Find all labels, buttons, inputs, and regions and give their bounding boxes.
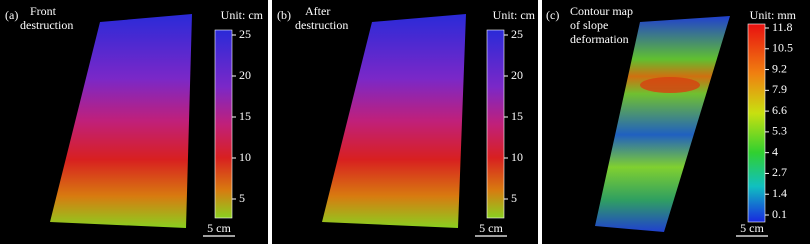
colorbar-tick-label: 5 xyxy=(239,191,245,205)
colorbar-tick-label: 7.9 xyxy=(772,82,787,96)
hotspot xyxy=(640,77,700,93)
scale-bar-label: 5 cm xyxy=(207,221,231,235)
colorbar xyxy=(747,23,766,223)
panel-label: (a) xyxy=(5,8,18,22)
colorbar xyxy=(214,29,233,219)
colorbar-tick-label: 15 xyxy=(511,109,523,123)
panel-title: destruction xyxy=(295,18,348,32)
panel-title: deformation xyxy=(570,32,629,46)
unit: Unit: cm xyxy=(221,8,264,22)
colorbar-tick-label: 4 xyxy=(772,144,778,158)
surface xyxy=(595,16,730,232)
panel-label: (b) xyxy=(277,8,291,22)
scale-bar-label: 5 cm xyxy=(740,221,764,235)
colorbar-tick-label: 1.4 xyxy=(772,186,787,200)
colorbar-tick-label: 25 xyxy=(239,27,251,41)
colorbar-tick-label: 5.3 xyxy=(772,124,787,138)
scale-bar-label: 5 cm xyxy=(479,221,503,235)
colorbar-tick-label: 10.5 xyxy=(772,41,793,55)
unit: Unit: mm xyxy=(750,8,797,22)
panel-title: destruction xyxy=(20,18,73,32)
panel-title: of slope xyxy=(570,18,608,32)
colorbar-tick-label: 10 xyxy=(511,150,523,164)
unit: Unit: cm xyxy=(493,8,536,22)
colorbar-tick-label: 20 xyxy=(511,68,523,82)
colorbar-tick-label: 0.1 xyxy=(772,207,787,221)
colorbar xyxy=(486,29,505,219)
colorbar-tick-label: 11.8 xyxy=(772,20,793,34)
surface xyxy=(50,14,192,228)
colorbar-tick-label: 9.2 xyxy=(772,61,787,75)
colorbar-tick-label: 10 xyxy=(239,150,251,164)
panel-title: After xyxy=(305,4,330,18)
panel-title: Front xyxy=(30,4,57,18)
panel-label: (c) xyxy=(546,8,559,22)
colorbar-tick-label: 15 xyxy=(239,109,251,123)
colorbar-tick-label: 5 xyxy=(511,191,517,205)
panel-title: Contour map xyxy=(570,4,633,18)
surface xyxy=(322,14,466,228)
colorbar-tick-label: 25 xyxy=(511,27,523,41)
colorbar-tick-label: 20 xyxy=(239,68,251,82)
colorbar-tick-label: 6.6 xyxy=(772,103,787,117)
colorbar-tick-label: 2.7 xyxy=(772,165,787,179)
